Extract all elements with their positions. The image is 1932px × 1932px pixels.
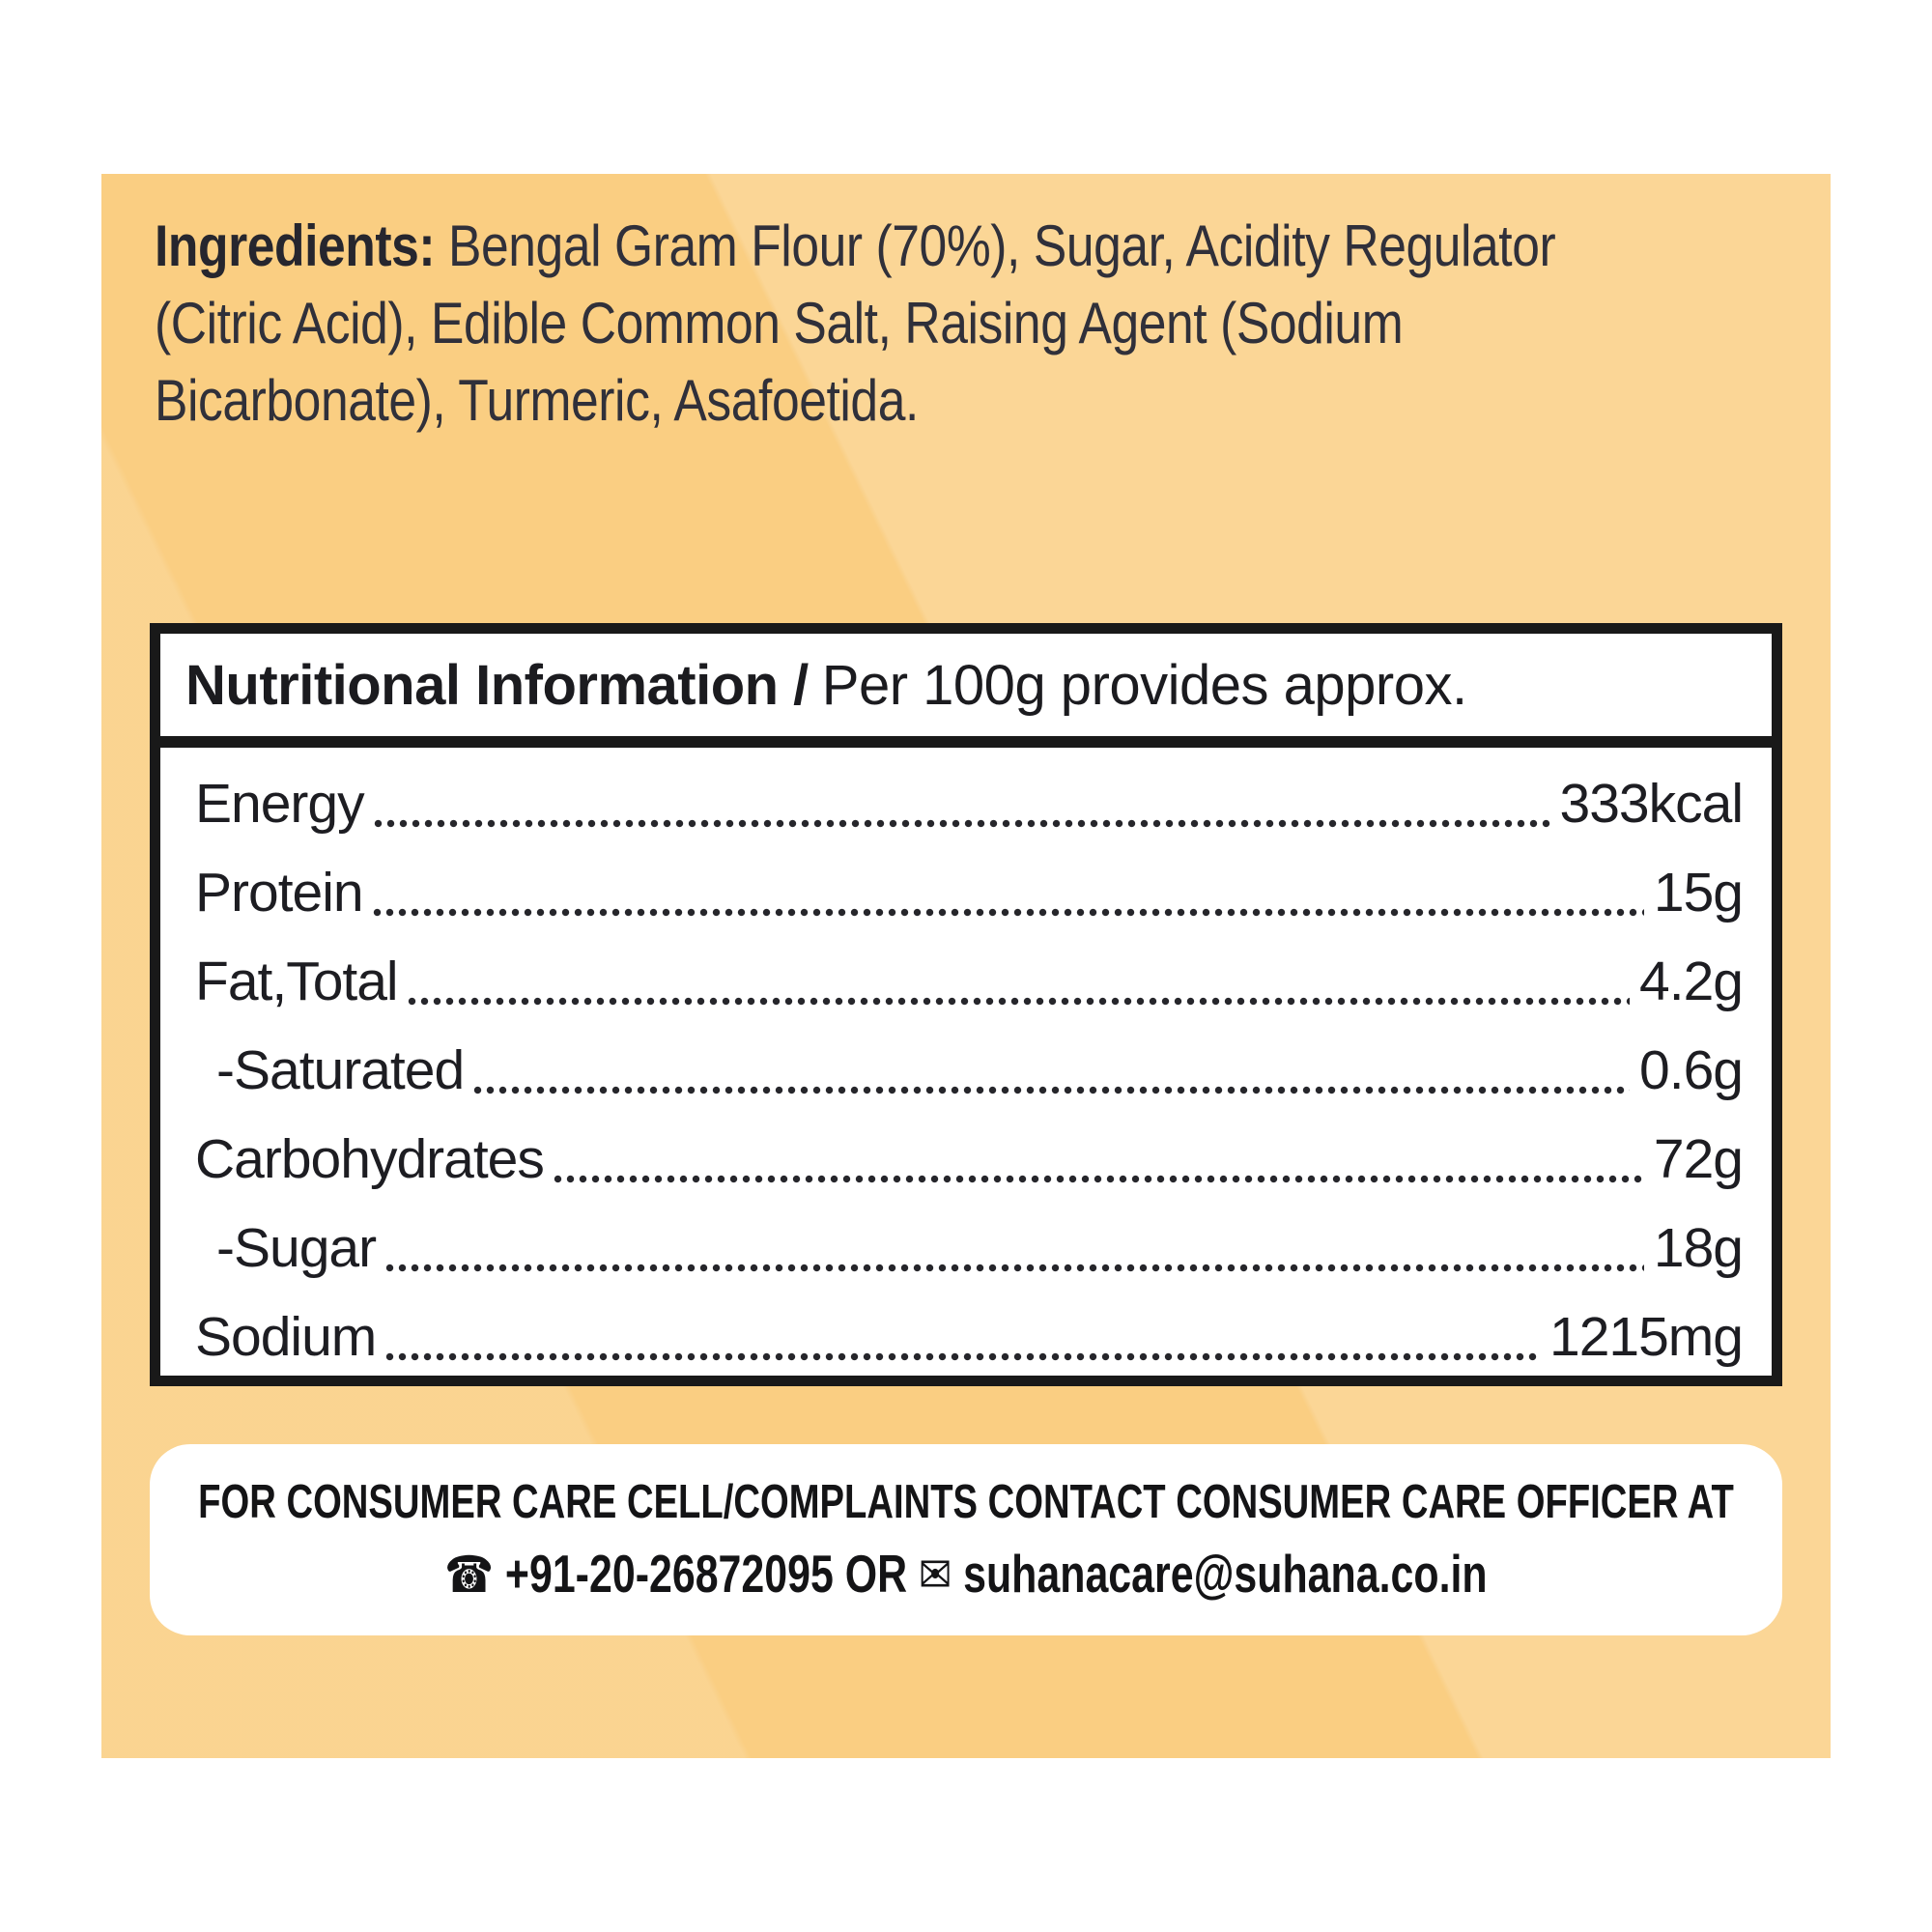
ingredients-line: (Citric Acid), Edible Common Salt, Raisi…	[155, 291, 1404, 355]
contact-card: FOR CONSUMER CARE CELL/COMPLAINTS CONTAC…	[150, 1444, 1782, 1635]
nutrition-subtitle: Per 100g provides approx.	[821, 653, 1467, 717]
envelope-icon: ✉	[919, 1547, 952, 1605]
nutrition-row: -Saturated 0.6g	[195, 1026, 1744, 1115]
ingredients-text: Ingredients: Bengal Gram Flour (70%), Su…	[155, 208, 1733, 440]
row-label: Protein	[195, 862, 364, 923]
dot-leader	[372, 908, 1644, 917]
dot-leader	[473, 1086, 1631, 1094]
contact-heading: FOR CONSUMER CARE CELL/COMPLAINTS CONTAC…	[198, 1476, 1734, 1528]
ingredients-line: Ingredients: Bengal Gram Flour (70%), Su…	[155, 208, 1733, 285]
row-label: -Sugar	[216, 1217, 377, 1279]
dot-leader	[553, 1175, 1644, 1183]
nutrition-header: Nutritional Information / Per 100g provi…	[160, 634, 1772, 748]
nutrition-row: Protein 15g	[195, 848, 1744, 937]
nutrition-row: Sodium 1215mg	[195, 1293, 1744, 1381]
nutrition-row: Carbohydrates 72g	[195, 1115, 1744, 1204]
row-value: 0.6g	[1639, 1039, 1744, 1101]
row-value: 4.2g	[1639, 951, 1744, 1012]
contact-details: ☎ +91-20-26872095 OR ✉ suhanacare@suhana…	[444, 1543, 1487, 1605]
row-value: 333kcal	[1559, 773, 1744, 835]
row-value: 72g	[1653, 1128, 1744, 1190]
row-label: -Saturated	[216, 1039, 465, 1101]
nutrition-table: Energy 333kcal Protein 15g Fat,Total 4.2…	[160, 748, 1772, 1381]
row-label: Carbohydrates	[195, 1128, 545, 1190]
nutrition-row: -Sugar 18g	[195, 1204, 1744, 1293]
ingredients-line1-rest: Bengal Gram Flour (70%), Sugar, Acidity …	[435, 213, 1556, 278]
row-label: Sodium	[195, 1306, 377, 1368]
ingredients-label: Ingredients:	[155, 213, 436, 278]
label-panel: Ingredients: Bengal Gram Flour (70%), Su…	[101, 174, 1831, 1758]
row-value: 15g	[1653, 862, 1744, 923]
row-value: 1215mg	[1549, 1306, 1744, 1368]
dot-leader	[373, 819, 1550, 828]
nutrition-row: Fat,Total 4.2g	[195, 937, 1744, 1026]
phone-number: +91-20-26872095	[504, 1544, 834, 1604]
telephone-icon: ☎	[444, 1547, 495, 1605]
nutrition-row: Energy 333kcal	[195, 759, 1744, 848]
nutrition-title: Nutritional Information /	[185, 653, 809, 717]
email-address: suhanacare@suhana.co.in	[963, 1544, 1488, 1604]
or-separator: OR	[844, 1544, 908, 1604]
ingredients-line: Bicarbonate), Turmeric, Asafoetida.	[155, 368, 919, 433]
dot-leader	[407, 997, 1631, 1006]
row-label: Fat,Total	[195, 951, 399, 1012]
dot-leader	[385, 1352, 1540, 1361]
nutrition-box: Nutritional Information / Per 100g provi…	[150, 623, 1782, 1386]
dot-leader	[385, 1264, 1644, 1272]
row-value: 18g	[1653, 1217, 1744, 1279]
row-label: Energy	[195, 773, 365, 835]
